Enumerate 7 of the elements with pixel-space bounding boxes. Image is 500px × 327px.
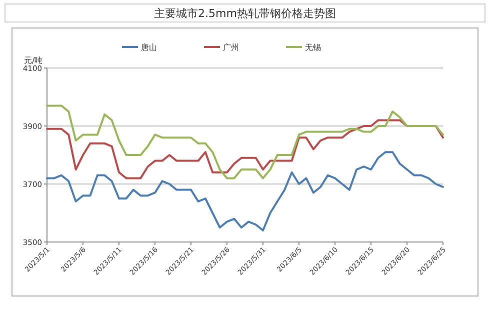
legend-label: 唐山 [141,43,157,52]
line-series [46,151,444,232]
legend-label: 广州 [223,43,239,52]
legend-label: 无锡 [305,43,321,52]
line-series [46,104,444,180]
y-axis-title: 元/吨 [24,56,43,65]
chart-title: 主要城市2.5mm热轧带钢价格走势图 [154,7,336,20]
